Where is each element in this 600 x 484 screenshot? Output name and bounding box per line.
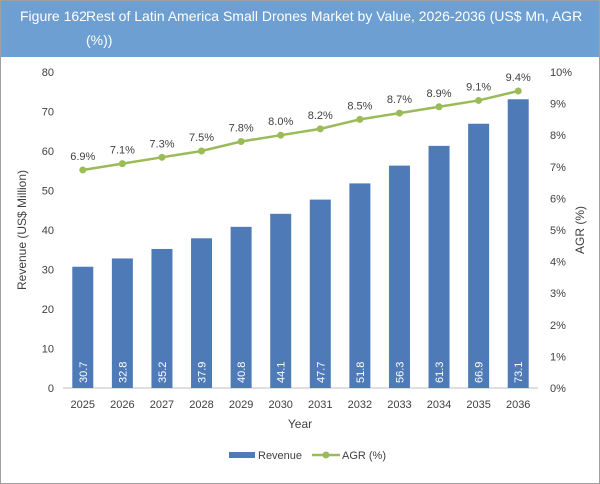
y2-tick-label: 3% <box>550 288 566 300</box>
y-tick-label: 80 <box>42 67 54 79</box>
bar-data-label: 66.9 <box>474 362 486 383</box>
x-tick-label: 2036 <box>506 399 530 411</box>
agr-line <box>82 89 519 172</box>
agr-data-label: 9.1% <box>466 81 491 93</box>
bar-revenue-2036 <box>507 99 529 388</box>
y2-tick-label: 5% <box>550 225 566 237</box>
agr-point-2034 <box>435 103 443 111</box>
agr-point-2035 <box>475 96 483 104</box>
bar-revenue-2026 <box>111 258 133 388</box>
bar-revenue-2027 <box>151 248 173 388</box>
y2-tick-label: 10% <box>550 67 572 79</box>
agr-point-2031 <box>316 125 324 133</box>
legend-revenue-swatch <box>229 452 255 458</box>
y2-axis-title: AGR (%) <box>573 206 587 254</box>
figure-number: Figure 162 <box>20 8 87 24</box>
bar-revenue-2034 <box>428 145 450 388</box>
y2-tick-label: 0% <box>550 383 566 395</box>
y2-tick-label: 8% <box>550 130 566 142</box>
bar-data-label: 32.8 <box>117 362 129 383</box>
agr-data-label: 8.2% <box>308 110 333 122</box>
x-tick-label: 2031 <box>308 399 332 411</box>
bar-revenue-2030 <box>270 213 292 388</box>
x-tick-label: 2030 <box>268 399 292 411</box>
x-tick-label: 2027 <box>150 399 174 411</box>
bar-revenue-2032 <box>349 183 371 388</box>
bar-revenue-2031 <box>309 199 331 388</box>
x-tick-label: 2035 <box>466 399 490 411</box>
bar-revenue-2029 <box>230 226 252 388</box>
agr-point-2028 <box>198 147 206 155</box>
bar-data-label: 51.8 <box>355 362 367 383</box>
x-tick-label: 2034 <box>427 399 451 411</box>
agr-point-2036 <box>514 87 522 95</box>
x-tick-label: 2028 <box>189 399 213 411</box>
bar-data-label: 37.9 <box>197 362 209 383</box>
agr-point-2030 <box>277 131 285 139</box>
agr-data-label: 7.1% <box>110 145 135 157</box>
agr-data-label: 6.9% <box>70 151 95 163</box>
y2-tick-label: 9% <box>550 99 566 111</box>
y-tick-label: 50 <box>42 186 54 198</box>
y-tick-label: 20 <box>42 304 54 316</box>
bar-data-label: 61.3 <box>434 362 446 383</box>
bar-data-label: 44.1 <box>276 362 288 383</box>
agr-point-2027 <box>158 153 166 161</box>
bar-revenue-2033 <box>388 165 410 388</box>
chart-title: Rest of Latin America Small Drones Marke… <box>86 8 583 48</box>
agr-point-2033 <box>395 109 403 117</box>
bar-revenue-2035 <box>468 123 490 389</box>
y2-tick-label: 1% <box>550 351 566 363</box>
agr-point-2026 <box>118 160 126 168</box>
agr-data-label: 8.0% <box>268 116 293 128</box>
y2-tick-label: 2% <box>550 320 566 332</box>
bar-data-label: 35.2 <box>157 362 169 383</box>
agr-point-2029 <box>237 138 245 146</box>
agr-point-2025 <box>79 166 87 174</box>
agr-point-2032 <box>356 115 364 123</box>
legend-revenue-label: Revenue <box>258 450 302 462</box>
y-tick-label: 0 <box>48 383 54 395</box>
figure-header: Figure 162 Rest of Latin America Small D… <box>1 1 599 57</box>
legend-agr-marker <box>322 451 330 459</box>
x-tick-label: 2029 <box>229 399 253 411</box>
x-tick-label: 2025 <box>71 399 95 411</box>
agr-data-label: 7.5% <box>189 132 214 144</box>
y-tick-label: 70 <box>42 107 54 119</box>
y-tick-label: 30 <box>42 265 54 277</box>
bar-data-label: 56.3 <box>394 362 406 383</box>
y2-tick-label: 7% <box>550 162 566 174</box>
bar-data-label: 47.7 <box>315 362 327 383</box>
legend-agr-label: AGR (%) <box>342 450 386 462</box>
bar-data-label: 40.8 <box>236 362 248 383</box>
y2-tick-label: 4% <box>550 257 566 269</box>
x-tick-label: 2032 <box>348 399 372 411</box>
y-tick-label: 40 <box>42 225 54 237</box>
bar-data-label: 73.1 <box>513 362 525 383</box>
y2-tick-label: 6% <box>550 193 566 205</box>
agr-data-label: 8.7% <box>387 94 412 106</box>
bar-data-label: 30.7 <box>78 362 90 383</box>
bar-revenue-2028 <box>191 238 213 388</box>
x-tick-label: 2026 <box>110 399 134 411</box>
agr-data-label: 7.3% <box>149 138 174 150</box>
x-tick-label: 2033 <box>387 399 411 411</box>
agr-data-label: 8.5% <box>347 100 372 112</box>
agr-data-label: 9.4% <box>506 72 531 84</box>
y-tick-label: 60 <box>42 146 54 158</box>
y-tick-label: 10 <box>42 344 54 356</box>
y-axis-title: Revenue (US$ Million) <box>15 170 29 290</box>
agr-data-label: 7.8% <box>229 123 254 135</box>
x-axis-title: Year <box>288 417 312 431</box>
bar-revenue-2025 <box>72 266 94 388</box>
agr-data-label: 8.9% <box>427 88 452 100</box>
